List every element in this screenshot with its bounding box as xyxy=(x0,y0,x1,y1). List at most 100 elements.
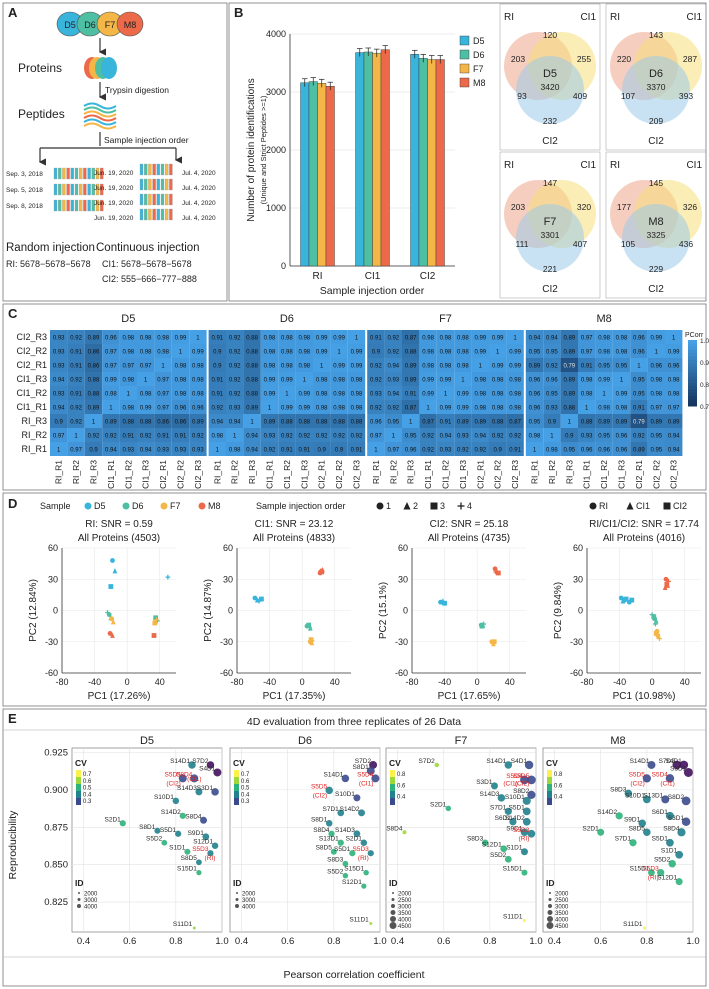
heatmap-facet-title: F7 xyxy=(439,313,452,325)
random-tube-icon xyxy=(91,199,95,212)
heatmap-cell xyxy=(347,330,366,344)
x-axis-title: Pearson correlation coefficient xyxy=(283,969,424,981)
venn-count: 107 xyxy=(621,91,635,101)
cv-legend-step xyxy=(390,798,395,805)
random-tube-icon xyxy=(79,167,83,180)
heatmap-value: 0.99 xyxy=(281,406,293,412)
random-tube-icon xyxy=(79,199,83,212)
heatmap-cell xyxy=(454,358,472,372)
heatmap-value: 0.9 xyxy=(335,448,344,454)
heatmap-cell xyxy=(560,330,578,344)
random-tube-icon xyxy=(91,183,95,196)
heatmap-cell xyxy=(560,344,578,358)
bubble-point xyxy=(500,845,508,853)
heatmap-cell xyxy=(189,428,207,442)
heatmap-cell xyxy=(102,442,120,456)
heatmap-value: 0.88 xyxy=(246,392,258,398)
x-tick-label: 0.8 xyxy=(483,936,496,947)
heatmap-value: 0.98 xyxy=(316,392,328,398)
heatmap-row-label: CI1_R3 xyxy=(16,374,47,384)
heatmap-cell xyxy=(454,330,472,344)
heatmap-cell xyxy=(506,330,524,344)
heatmap-cell xyxy=(313,428,331,442)
heatmap-cell xyxy=(578,400,596,414)
bubble-label: S3D1 xyxy=(670,765,687,772)
heatmap-value: 0.98 xyxy=(650,392,662,398)
heatmap-cell xyxy=(436,372,455,386)
pca-point xyxy=(490,640,496,646)
x-tick-label: 1.0 xyxy=(686,936,699,947)
cv-legend-title: CV xyxy=(75,758,87,768)
heatmap-value: 0.92 xyxy=(70,406,82,412)
random-tube-icon xyxy=(70,183,74,196)
heatmap-cell xyxy=(419,358,437,372)
bubble-point xyxy=(184,848,191,855)
heatmap-cell xyxy=(595,330,613,344)
bubble-label: S8D3 xyxy=(610,786,627,793)
legend-swatch xyxy=(459,63,470,74)
bubble-label: S12D1 xyxy=(193,839,213,846)
venn-frame xyxy=(605,151,707,299)
heatmap-value: 0.97 xyxy=(157,406,169,412)
heatmap-value: 0.88 xyxy=(246,378,258,384)
heatmap-value: 0.97 xyxy=(157,378,169,384)
bubble-label: S9D1 xyxy=(188,830,205,837)
venn-count: 3325 xyxy=(647,230,666,240)
bubble-point xyxy=(665,774,675,783)
heatmap-value: 0.98 xyxy=(457,350,469,356)
heatmap-value: 1 xyxy=(320,364,324,370)
heatmap-cell xyxy=(243,400,261,414)
heatmap-cell xyxy=(436,414,455,428)
legend-sample-label: F7 xyxy=(170,501,181,511)
pca-plot: RI: SNR = 0.59 All Proteins (4503) -80 -40 0… xyxy=(28,519,176,702)
heatmap-cell xyxy=(560,442,578,456)
venn-set-label-ci2: CI2 xyxy=(648,284,664,295)
heatmap-value: 0.98 xyxy=(192,364,204,370)
heatmap-cell xyxy=(367,358,385,372)
heatmap-cell xyxy=(137,358,155,372)
heatmap-cell xyxy=(630,372,648,386)
bubble-point xyxy=(522,919,526,923)
colorbar-step xyxy=(688,363,697,367)
y-tick-label: 4000 xyxy=(266,29,286,39)
id-legend-label: 4500 xyxy=(555,924,569,930)
heatmap-value: 0.9 xyxy=(494,448,503,454)
cont-tube-icon xyxy=(169,163,173,176)
heatmap-value: 1 xyxy=(550,434,554,440)
heatmap-cell xyxy=(137,386,155,400)
bubble-point xyxy=(196,859,202,866)
venn-count: 436 xyxy=(679,239,693,249)
heatmap-value: 0.99 xyxy=(492,336,504,342)
heatmap-col-label: RI_R2 xyxy=(230,460,240,484)
colorbar-step xyxy=(688,373,697,377)
heatmap-cell xyxy=(189,372,207,386)
heatmap-row-label: RI_R1 xyxy=(21,444,47,454)
y-tick-label: -60 xyxy=(220,668,233,678)
heatmap-value: 0.94 xyxy=(105,448,117,454)
legend-order-label: 2 xyxy=(413,501,418,511)
venn-set-label-ci1: CI1 xyxy=(686,12,702,23)
pca-point xyxy=(107,631,113,636)
x-tick-label: 0.6 xyxy=(437,936,450,947)
heatmap-cell xyxy=(295,428,313,442)
heatmap-cell xyxy=(630,386,648,400)
heatmap-col-label: CI2_R2 xyxy=(651,460,661,489)
heatmap-value: 0.94 xyxy=(211,420,223,426)
cv-legend-step xyxy=(390,791,395,798)
sample-circle-label: M8 xyxy=(124,20,137,30)
cont-tube-icon xyxy=(139,178,144,191)
heatmap-value: 0.94 xyxy=(440,434,452,440)
heatmap-cell xyxy=(525,400,544,414)
heatmap-value: 0.94 xyxy=(53,378,65,384)
heatmap-cell xyxy=(665,330,683,344)
heatmap-cell xyxy=(647,330,665,344)
heatmap-cell xyxy=(50,330,68,344)
peptide-squiggle-icon xyxy=(83,102,117,110)
heatmap-value: 1 xyxy=(250,420,254,426)
y-tick-label: 0 xyxy=(53,606,58,616)
heatmap-value: 0.92 xyxy=(140,434,152,440)
heatmap-value: 0.96 xyxy=(616,434,628,440)
heatmap-cell xyxy=(347,372,366,386)
heatmap-value: 0.89 xyxy=(264,420,276,426)
heatmap-value: 0.98 xyxy=(229,448,241,454)
